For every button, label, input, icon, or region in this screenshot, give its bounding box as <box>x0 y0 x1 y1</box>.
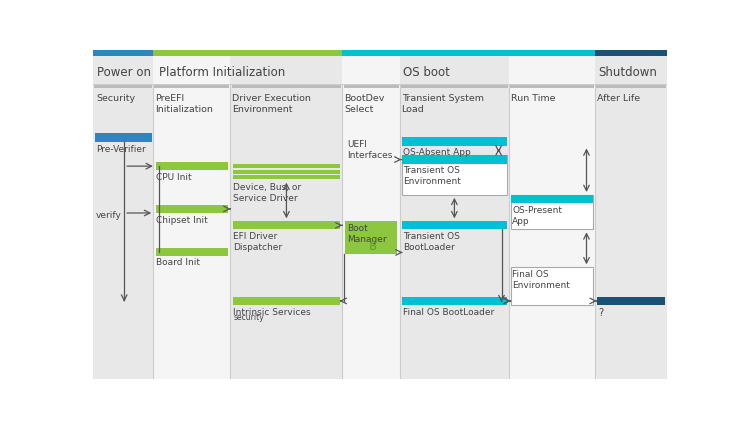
Bar <box>156 205 227 213</box>
Text: ?: ? <box>599 307 604 317</box>
Text: Transient OS
Environment: Transient OS Environment <box>403 166 461 186</box>
Bar <box>401 86 508 89</box>
Text: verify: verify <box>96 210 122 219</box>
Bar <box>233 176 339 180</box>
Bar <box>94 86 152 89</box>
Text: CPU Init: CPU Init <box>156 173 191 181</box>
Text: Driver Execution
Environment: Driver Execution Environment <box>232 94 311 114</box>
Text: After Life: After Life <box>597 94 640 103</box>
Bar <box>156 163 227 171</box>
Bar <box>230 51 342 379</box>
Bar <box>402 138 508 146</box>
Bar <box>233 222 339 230</box>
Bar <box>95 134 152 143</box>
Bar <box>400 51 509 379</box>
Bar <box>511 196 594 230</box>
Bar <box>402 297 508 305</box>
Text: Chipset Init: Chipset Init <box>156 215 207 224</box>
Bar <box>93 51 153 57</box>
Bar <box>93 51 153 379</box>
Bar <box>344 86 399 89</box>
Text: Pre-Verifier: Pre-Verifier <box>96 144 146 154</box>
Text: Run Time: Run Time <box>511 94 555 103</box>
Bar <box>156 248 227 256</box>
Bar <box>510 86 594 89</box>
Text: OS-Present
App: OS-Present App <box>513 205 562 225</box>
Text: OS-Absent App: OS-Absent App <box>403 148 471 157</box>
Text: OS boot: OS boot <box>403 66 450 79</box>
Text: Boot
Manager: Boot Manager <box>347 223 387 243</box>
Bar <box>595 51 667 57</box>
Text: Intrinsic Services: Intrinsic Services <box>233 307 311 316</box>
Text: security: security <box>233 313 264 322</box>
Bar <box>342 51 400 379</box>
Bar <box>233 170 339 174</box>
Text: Security: Security <box>96 94 135 103</box>
Text: Board Init: Board Init <box>156 258 200 267</box>
Text: Transient OS
BootLoader: Transient OS BootLoader <box>403 231 460 252</box>
Text: Power on: Power on <box>97 66 151 79</box>
Text: BootDev
Select: BootDev Select <box>344 94 385 114</box>
Bar <box>402 156 508 164</box>
Text: PreEFI
Initialization: PreEFI Initialization <box>155 94 213 114</box>
Bar <box>402 156 508 196</box>
Bar <box>153 51 230 379</box>
Bar <box>511 196 594 204</box>
Bar <box>345 222 397 254</box>
Text: UEFI
Interfaces: UEFI Interfaces <box>347 140 393 160</box>
Bar <box>153 51 342 57</box>
Text: Final OS
Environment: Final OS Environment <box>513 269 571 289</box>
Bar <box>597 297 665 305</box>
Text: Device, Bus, or
Service Driver: Device, Bus, or Service Driver <box>233 182 302 202</box>
Text: Transient System
Load: Transient System Load <box>402 94 484 114</box>
Bar <box>233 164 339 169</box>
Bar <box>595 51 667 379</box>
Bar <box>232 86 342 89</box>
Bar <box>511 268 594 305</box>
Bar <box>402 222 508 230</box>
Text: EFI Driver
Dispatcher: EFI Driver Dispatcher <box>233 231 282 252</box>
Text: Platform Initialization: Platform Initialization <box>159 66 285 79</box>
Text: Shutdown: Shutdown <box>598 66 657 79</box>
Bar <box>154 86 229 89</box>
Text: 8: 8 <box>368 240 376 253</box>
Text: Final OS BootLoader: Final OS BootLoader <box>403 307 494 316</box>
Bar <box>233 297 339 305</box>
Bar <box>597 86 665 89</box>
Bar <box>342 51 595 57</box>
Bar <box>509 51 595 379</box>
